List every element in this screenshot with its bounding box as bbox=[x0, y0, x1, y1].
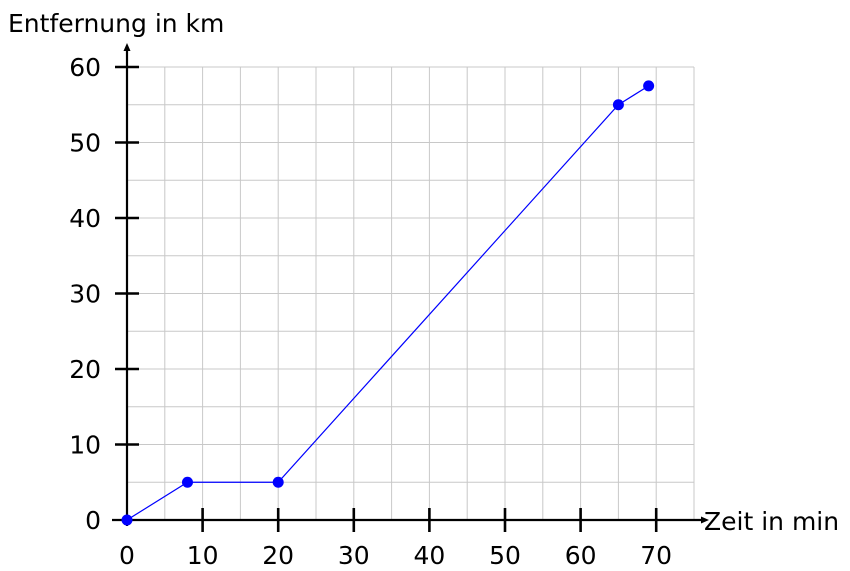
x-tick-label: 30 bbox=[338, 541, 370, 570]
y-tick-label: 20 bbox=[69, 355, 101, 384]
data-point bbox=[181, 476, 193, 488]
x-tick-label: 40 bbox=[413, 541, 445, 570]
y-axis-title: Entfernung in km bbox=[8, 9, 224, 38]
y-tick-label: 40 bbox=[69, 204, 101, 233]
grid bbox=[126, 66, 695, 521]
data-point bbox=[121, 514, 133, 526]
x-tick-label: 60 bbox=[565, 541, 597, 570]
series-group bbox=[121, 80, 655, 526]
y-tick-label: 0 bbox=[85, 506, 101, 535]
x-tick-label: 20 bbox=[262, 541, 294, 570]
ticks: 0 10 20 30 40 50 60 70 0 10 20 30 40 50 60 bbox=[69, 53, 672, 570]
y-tick-label: 50 bbox=[69, 129, 101, 158]
y-tick-label: 30 bbox=[69, 280, 101, 309]
x-tick-label: 50 bbox=[489, 541, 521, 570]
x-axis-title: Zeit in min bbox=[704, 507, 839, 536]
data-point bbox=[643, 80, 655, 92]
data-point bbox=[612, 99, 624, 111]
axes bbox=[112, 43, 709, 526]
series-line bbox=[126, 85, 649, 521]
y-tick-label: 60 bbox=[69, 53, 101, 82]
data-point bbox=[272, 476, 284, 488]
y-tick-label: 10 bbox=[69, 431, 101, 460]
x-tick-label: 0 bbox=[119, 541, 135, 570]
x-tick-label: 10 bbox=[187, 541, 219, 570]
x-tick-label: 70 bbox=[640, 541, 672, 570]
